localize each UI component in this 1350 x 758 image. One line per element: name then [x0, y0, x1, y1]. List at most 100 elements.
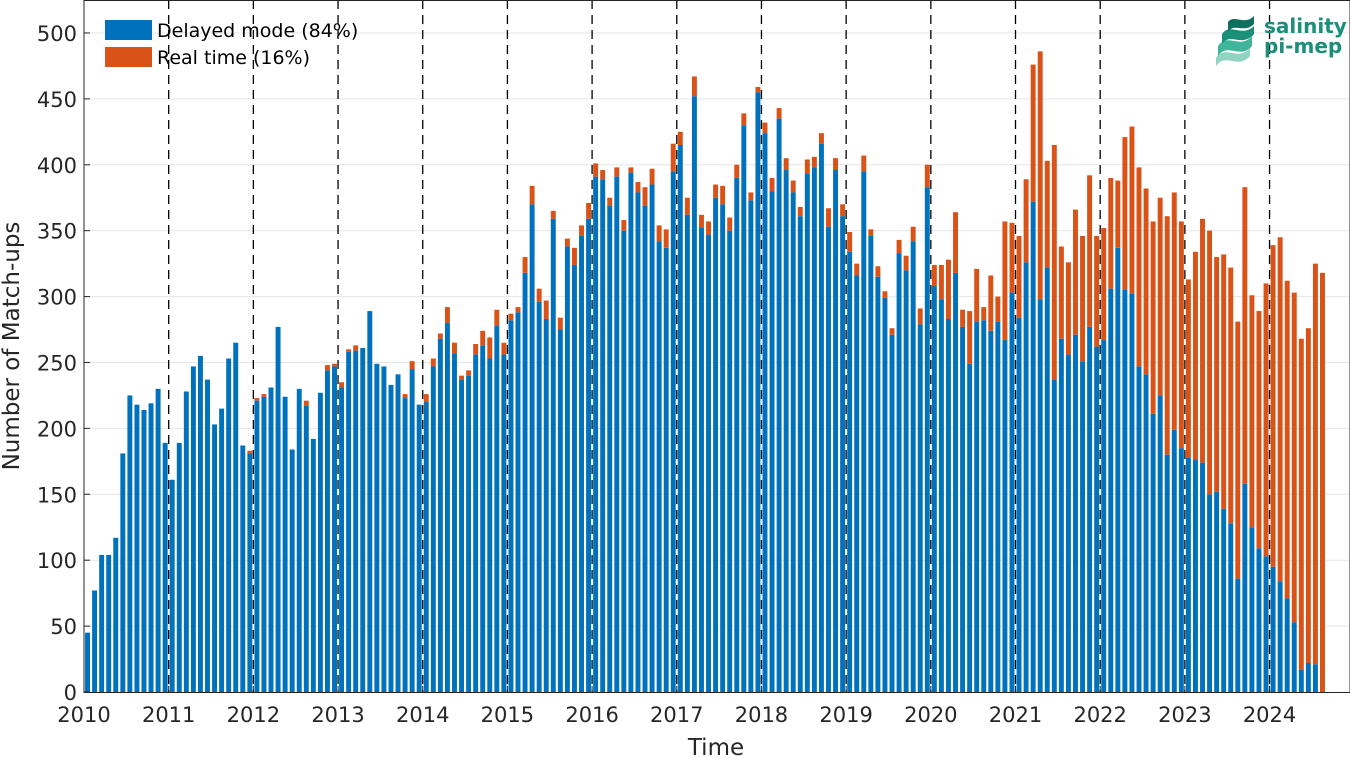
bar-realtime — [1080, 235, 1086, 362]
bar-realtime — [522, 257, 528, 273]
bar-delayed — [1009, 292, 1015, 692]
bar-realtime — [663, 229, 669, 248]
bar-realtime — [1263, 283, 1269, 557]
bar-realtime — [896, 239, 902, 254]
bar-delayed — [1242, 483, 1248, 692]
bar-realtime — [1002, 221, 1008, 341]
y-tick-label: 0 — [64, 681, 77, 705]
bar-delayed — [607, 205, 613, 692]
bar-realtime — [557, 317, 563, 330]
bar-realtime — [529, 185, 535, 205]
bar-realtime — [776, 108, 782, 119]
bar-delayed — [508, 320, 514, 692]
bar-delayed — [183, 391, 189, 692]
bar-delayed — [254, 400, 260, 692]
bar-delayed — [317, 392, 323, 692]
bar-delayed — [1037, 299, 1043, 692]
bar-delayed — [1164, 454, 1170, 692]
bar-realtime — [487, 337, 493, 359]
bar-delayed — [953, 272, 958, 692]
bar-delayed — [1101, 340, 1107, 692]
x-tick-label: 2019 — [819, 703, 872, 727]
bar-realtime — [974, 268, 980, 322]
bar-realtime — [1277, 237, 1283, 582]
bar-delayed — [360, 347, 366, 692]
bar-delayed — [395, 374, 401, 692]
bar-delayed — [974, 321, 980, 692]
bar-realtime — [755, 86, 761, 93]
bar-delayed — [797, 216, 803, 693]
bar-realtime — [1312, 263, 1318, 665]
bar-realtime — [684, 197, 690, 215]
bar-delayed — [197, 355, 203, 692]
bar-delayed — [684, 214, 690, 692]
bar-delayed — [882, 297, 888, 692]
bar-delayed — [113, 537, 119, 692]
bar-realtime — [691, 76, 697, 97]
x-tick-label: 2010 — [57, 703, 110, 727]
bar-realtime — [960, 309, 966, 327]
bar-delayed — [162, 442, 168, 692]
bar-realtime — [868, 229, 874, 236]
bar-realtime — [967, 311, 973, 364]
bar-delayed — [699, 228, 704, 693]
bar-delayed — [579, 235, 584, 693]
bar-delayed — [917, 324, 923, 692]
bar-delayed — [353, 350, 359, 692]
bar-delayed — [219, 408, 225, 692]
bar-realtime — [1270, 245, 1276, 567]
bar-delayed — [1136, 366, 1142, 692]
bar-realtime — [988, 275, 994, 331]
bar-realtime — [706, 221, 712, 235]
bar-delayed — [748, 200, 754, 693]
bar-delayed — [332, 366, 337, 692]
bar-delayed — [663, 247, 669, 692]
bar-delayed — [134, 404, 140, 692]
bar-realtime — [1235, 321, 1241, 579]
bar-realtime — [783, 158, 789, 171]
bar-delayed — [727, 230, 733, 692]
bar-realtime — [762, 122, 768, 134]
bar-delayed — [818, 143, 824, 693]
bar-realtime — [1122, 137, 1128, 290]
y-tick-label: 500 — [37, 22, 77, 46]
bar-delayed — [550, 218, 556, 692]
bar-delayed — [783, 170, 789, 692]
bar-realtime — [811, 156, 817, 168]
bar-realtime — [536, 288, 542, 302]
bar-delayed — [176, 442, 182, 692]
x-tick-label: 2024 — [1243, 703, 1296, 727]
bar-delayed — [212, 424, 218, 692]
bar-delayed — [409, 369, 415, 692]
y-tick-label: 400 — [37, 154, 77, 178]
legend-label-delayed: Delayed mode (84%) — [157, 20, 358, 42]
bar-delayed — [1221, 508, 1227, 692]
bar-delayed — [127, 395, 133, 692]
bar-delayed — [981, 320, 987, 692]
bar-delayed — [593, 176, 599, 692]
x-tick-label: 2023 — [1158, 703, 1211, 727]
bar-realtime — [607, 197, 613, 206]
bar-realtime — [1136, 167, 1142, 367]
x-tick-label: 2015 — [481, 703, 534, 727]
bar-delayed — [1073, 334, 1078, 692]
bar-realtime — [508, 313, 514, 321]
bar-realtime — [332, 363, 337, 367]
bar-delayed — [762, 133, 768, 692]
logo-text-pimep: pi-mep — [1264, 34, 1342, 58]
bar-realtime — [614, 167, 620, 177]
bar-delayed — [790, 192, 796, 693]
bar-delayed — [536, 301, 542, 692]
bar-delayed — [889, 334, 895, 692]
bar-delayed — [826, 226, 831, 692]
bar-realtime — [430, 358, 436, 367]
bar-delayed — [346, 351, 352, 692]
bar-delayed — [564, 246, 570, 692]
bar-realtime — [826, 208, 831, 227]
bar-realtime — [593, 163, 599, 177]
y-tick-label: 200 — [37, 417, 77, 441]
bar-realtime — [677, 131, 683, 145]
bar-realtime — [571, 247, 577, 265]
bar-realtime — [402, 394, 408, 399]
bar-delayed — [1150, 413, 1156, 692]
